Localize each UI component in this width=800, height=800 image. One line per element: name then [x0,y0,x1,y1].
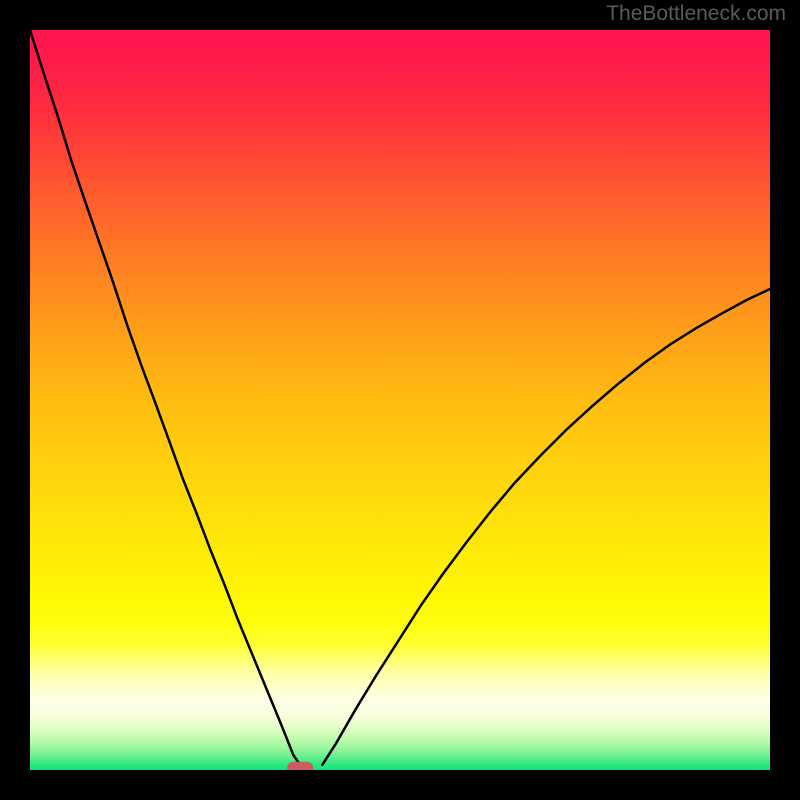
minimum-marker [287,762,313,770]
bottleneck-chart [30,30,770,770]
chart-frame: TheBottleneck.com [0,0,800,800]
watermark-text: TheBottleneck.com [606,2,786,26]
plot-background [30,30,770,770]
